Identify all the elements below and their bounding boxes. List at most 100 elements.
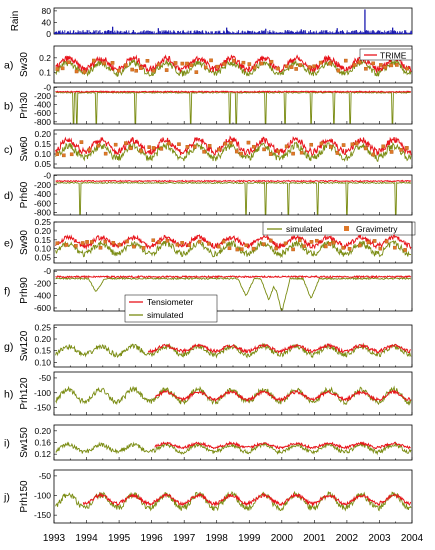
panel-c-gravimetry-point [202,149,206,154]
panel-a-gravimetry-point [60,66,65,71]
panel-c-gravimetry-point [381,144,385,149]
panel-g-ytick-label: 0.15 [34,346,51,356]
panel-c-gravimetry-point [185,145,190,149]
panel-e-gravimetry-point [80,241,85,245]
x-tick-label-1996: 1996 [141,533,164,544]
panel-c-gravimetry-point [159,147,164,151]
panel-c-gravimetry-point [129,146,133,151]
x-tick-label-1993: 1993 [43,533,66,544]
panel-c-gravimetry-point [139,149,143,153]
panel-a-gravimetry-point [247,62,252,66]
x-tick-label-2004: 2004 [401,533,424,544]
panel-f-ytick-label: -400 [34,291,51,301]
panel-a-gravimetry-point [343,58,348,63]
panel-g-ytick-label: 0.20 [34,334,51,344]
panel-e-gravimetry-point [141,246,146,250]
panel-e-gravimetry-point [239,247,244,251]
panel-c-gravimetry-point [276,149,280,154]
panel-e-gravimetry-point [347,247,352,251]
panel-c-gravimetry-point [371,152,376,157]
panel-e-gravimetry-point [175,242,180,247]
panel-h-ytick-label: -100 [34,388,51,398]
panel-e-gravimetry-point [403,248,407,252]
panel-c-gravimetry-point [113,142,118,147]
panel-a-gravimetry-point [74,69,79,74]
panel-frame-i [53,424,413,461]
panel-a-gravimetry-point [102,61,106,66]
rain-tick-label: 80 [42,6,52,16]
panel-e-gravimetry-point [341,246,345,250]
panel-c-gravimetry-point [329,145,333,149]
panel-h-letter: h) [4,389,13,401]
panel-e-ylabel: Sw90 [19,230,30,255]
panel-e-gravimetry-point [384,239,389,244]
panel-e-gravimetry-point [323,244,328,249]
panel-e-ytick-label: 0.10 [34,244,51,254]
panel-e-gravimetry-point [378,246,383,251]
legend-tensiometer-label: Tensiometer [147,297,193,307]
panel-c-gravimetry-point [399,148,403,152]
panel-e-gravimetry-point [358,243,362,248]
panel-c-gravimetry-point [217,147,221,152]
panel-c-gravimetry-point [262,147,266,152]
panel-a-gravimetry-point [383,65,388,70]
panel-a-gravimetry-point [110,61,115,65]
panel-b-ytick-label: -0 [43,82,51,92]
panel-a-gravimetry-point [173,61,178,65]
panel-h-ylabel: Prh120 [19,377,30,410]
panel-i-simulated-line [55,441,412,456]
panel-a-gravimetry-point [189,63,194,68]
panel-e-gravimetry-point [261,242,266,246]
rain-tick-label: 0 [46,29,51,39]
panel-c-gravimetry-point [234,149,239,154]
panel-c-gravimetry-point [405,146,409,150]
panel-f-ytick-label: -600 [34,303,51,313]
panel-c-gravimetry-point [103,151,108,156]
panel-d-ytick-label: -400 [34,189,51,199]
legend-gravimetry-swatch [344,226,349,231]
panel-a-gravimetry-point [241,60,246,65]
panel-a-gravimetry-point [312,64,316,69]
panel-a-ytick-label: 0.1 [39,68,51,78]
panel-a-gravimetry-point [307,65,312,69]
panel-g-ytick-label: 0.25 [34,322,51,332]
panel-a-gravimetry-point [203,65,208,70]
panel-a-letter: a) [4,60,13,72]
panel-e-gravimetry-point [366,240,371,245]
panel-c-gravimetry-point [229,140,233,145]
panel-c-gravimetry-point [350,142,355,147]
panel-a-gravimetry-point [357,60,362,64]
panel-j-letter: j) [3,492,10,504]
panel-d-ytick-label: -800 [34,208,51,218]
panel-g-ytick-label: 0.10 [34,357,51,367]
panel-f-ytick-label: -0 [43,266,51,276]
panel-a-gravimetry-point [276,66,280,71]
panel-d-ytick-label: -0 [43,170,51,180]
panel-a-gravimetry-point [379,63,383,67]
panel-a-gravimetry-point [405,66,409,71]
x-tick-label-1999: 1999 [238,533,261,544]
panel-c-gravimetry-point [87,147,92,152]
legend-simulated-label: simulated [286,224,323,234]
x-tick-label-2002: 2002 [336,533,359,544]
panel-e-gravimetry-point [244,243,249,248]
panel-e-gravimetry-point [393,245,397,250]
panel-e-gravimetry-point [227,246,232,251]
panel-a-gravimetry-point [298,63,303,67]
panel-e-ytick-label: 0.05 [34,253,51,263]
panel-g-ylabel: Sw120 [19,330,30,361]
panel-c-ylabel: Sw60 [19,136,30,161]
panel-a-gravimetry-point [294,67,298,71]
panel-d-ytick-label: -600 [34,198,51,208]
panel-e-gravimetry-point [332,240,336,245]
panel-c-gravimetry-point [319,141,324,146]
panel-d-ylabel: Prh60 [19,181,30,208]
panel-e-gravimetry-point [111,241,116,245]
panel-e-gravimetry-point [197,239,202,244]
panel-i-ytick-label: 0.16 [34,438,51,448]
panel-a-gravimetry-point [117,68,121,73]
panel-c-gravimetry-point [55,152,60,156]
panel-a-gravimetry-point [371,61,375,66]
panel-c-gravimetry-point [335,151,340,155]
